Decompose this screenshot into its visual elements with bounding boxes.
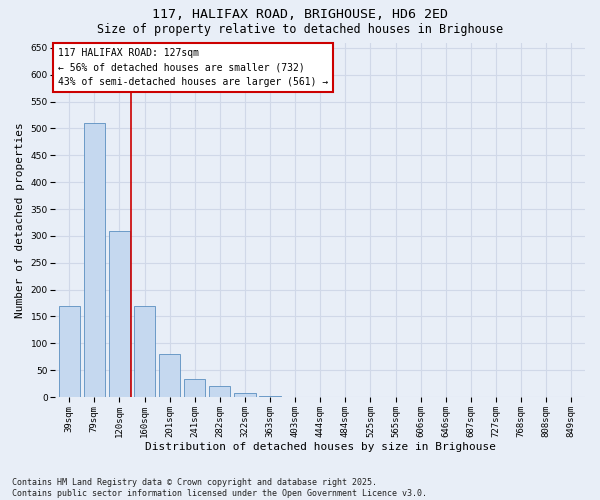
Bar bbox=[310, 396, 331, 397]
Bar bbox=[134, 306, 155, 397]
Bar bbox=[284, 396, 306, 397]
Bar bbox=[234, 393, 256, 397]
Bar bbox=[259, 396, 281, 397]
Bar bbox=[59, 306, 80, 397]
X-axis label: Distribution of detached houses by size in Brighouse: Distribution of detached houses by size … bbox=[145, 442, 496, 452]
Bar bbox=[83, 123, 105, 397]
Bar bbox=[109, 230, 130, 397]
Text: Contains HM Land Registry data © Crown copyright and database right 2025.
Contai: Contains HM Land Registry data © Crown c… bbox=[12, 478, 427, 498]
Text: 117, HALIFAX ROAD, BRIGHOUSE, HD6 2ED: 117, HALIFAX ROAD, BRIGHOUSE, HD6 2ED bbox=[152, 8, 448, 20]
Bar bbox=[209, 386, 230, 397]
Y-axis label: Number of detached properties: Number of detached properties bbox=[15, 122, 25, 318]
Text: Size of property relative to detached houses in Brighouse: Size of property relative to detached ho… bbox=[97, 22, 503, 36]
Text: 117 HALIFAX ROAD: 127sqm
← 56% of detached houses are smaller (732)
43% of semi-: 117 HALIFAX ROAD: 127sqm ← 56% of detach… bbox=[58, 48, 328, 88]
Bar bbox=[184, 380, 205, 397]
Bar bbox=[159, 354, 181, 397]
